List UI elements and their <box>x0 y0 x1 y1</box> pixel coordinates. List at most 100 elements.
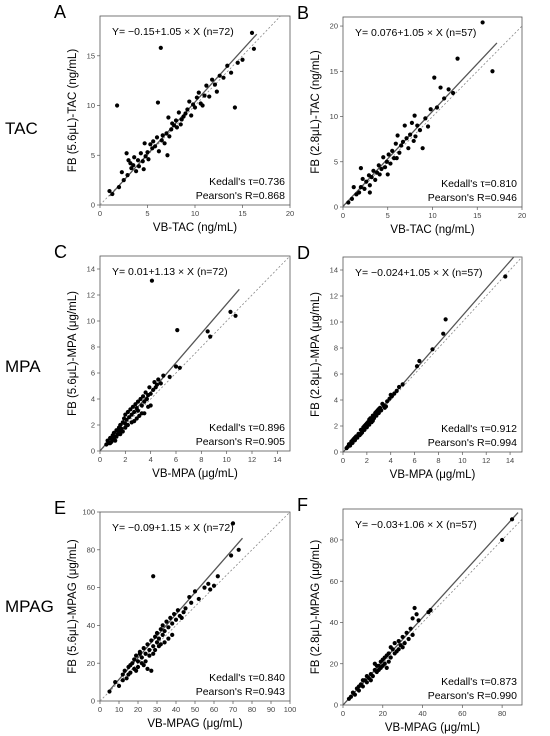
data-point <box>130 404 136 409</box>
data-point <box>196 90 201 95</box>
data-point <box>175 608 180 613</box>
y-tick-label: 40 <box>87 621 95 630</box>
data-point <box>132 155 137 160</box>
data-point <box>151 139 156 144</box>
regression-line <box>342 42 498 207</box>
data-point <box>181 114 186 119</box>
data-point <box>371 168 376 173</box>
data-point <box>129 412 134 417</box>
data-point <box>148 391 153 396</box>
data-point <box>374 409 379 414</box>
plot-frame <box>342 508 523 706</box>
data-point <box>181 610 186 615</box>
x-tick-label: 50 <box>191 705 199 714</box>
panel-a: A 0 5 10 15 20 0 5 10 15 Y= −0.15+1.05 × X (n=72) K… <box>54 2 294 234</box>
y-axis-label: FB (5.6μL)-MPAG (μg/mL) <box>67 539 79 674</box>
data-point <box>395 133 400 138</box>
data-point <box>388 655 393 660</box>
plot-frame <box>342 256 523 453</box>
x-tick-label: 10 <box>191 209 199 218</box>
y-tick-label: 0 <box>91 447 95 456</box>
data-point <box>119 170 124 175</box>
data-point <box>390 148 395 154</box>
data-point <box>153 144 158 149</box>
regression-equation: Y= −0.024+1.05 × X (n=57) <box>355 267 483 279</box>
x-tick-label: 80 <box>498 709 506 718</box>
data-point <box>132 419 137 424</box>
data-point <box>134 653 139 658</box>
data-point <box>390 647 395 652</box>
x-tick-label: 5 <box>386 211 390 220</box>
y-tick-label: 8 <box>91 343 95 352</box>
panel-letter: A <box>54 2 66 22</box>
data-point <box>346 200 351 205</box>
regression-equation: Y= 0.01+1.13 × X (n=72) <box>112 266 228 278</box>
data-point <box>136 164 142 169</box>
x-tick-label: 40 <box>418 709 426 718</box>
identity-line <box>342 25 523 208</box>
data-point <box>382 655 387 660</box>
y-tick-label: 2 <box>334 422 338 431</box>
data-point <box>164 131 169 136</box>
data-point <box>432 75 437 80</box>
x-tick-label: 20 <box>134 705 142 714</box>
data-point <box>503 274 508 279</box>
data-point <box>409 120 415 125</box>
data-point <box>388 161 393 166</box>
x-axis-label: VB-TAC (ng/mL) <box>390 224 474 236</box>
data-point <box>360 176 365 182</box>
x-tick-label: 40 <box>172 705 180 714</box>
x-tick-label: 4 <box>389 456 393 465</box>
x-tick-label: 4 <box>149 455 153 464</box>
y-tick-label: 14 <box>87 265 95 274</box>
data-point <box>125 173 130 178</box>
data-point <box>173 364 179 369</box>
data-point <box>192 589 198 594</box>
x-tick-label: 60 <box>210 705 218 714</box>
x-tick-label: 14 <box>273 455 281 464</box>
data-point <box>140 394 146 399</box>
y-tick-label: 20 <box>330 22 338 31</box>
data-point <box>162 640 167 645</box>
data-point <box>178 122 183 127</box>
kendall-tau: Kedall's τ=0.736 <box>209 176 285 188</box>
data-point <box>160 632 165 637</box>
data-point <box>350 438 355 443</box>
y-tick-label: 5 <box>91 151 95 160</box>
data-point <box>151 644 156 649</box>
y-tick-label: 80 <box>87 545 95 554</box>
data-point <box>139 655 144 660</box>
data-point <box>370 418 375 423</box>
data-point <box>400 645 405 650</box>
data-point <box>126 158 131 163</box>
x-tick-label: 8 <box>199 455 203 464</box>
data-point <box>455 56 460 61</box>
data-point <box>240 57 245 62</box>
data-point <box>134 416 139 421</box>
data-point <box>147 385 152 390</box>
x-tick-label: 70 <box>229 705 237 714</box>
data-point <box>396 638 401 644</box>
data-point <box>113 680 118 685</box>
data-point <box>204 83 209 88</box>
data-point <box>110 191 115 197</box>
data-point <box>164 619 169 624</box>
y-tick-label: 20 <box>330 659 338 668</box>
data-point <box>374 663 379 668</box>
data-point <box>397 150 402 155</box>
data-point <box>135 659 141 664</box>
data-point <box>138 396 143 402</box>
regression-equation: Y= −0.03+1.06 × X (n=57) <box>355 519 477 531</box>
data-point <box>406 146 411 151</box>
data-point <box>145 666 150 671</box>
data-point <box>189 600 194 605</box>
data-point <box>189 113 194 118</box>
data-point <box>205 329 210 334</box>
x-axis-label: VB-MPA (μg/mL) <box>152 468 238 480</box>
data-point <box>388 392 393 397</box>
x-tick-label: 30 <box>153 705 161 714</box>
data-point <box>423 116 428 121</box>
data-point <box>233 313 238 318</box>
data-point <box>179 615 184 620</box>
